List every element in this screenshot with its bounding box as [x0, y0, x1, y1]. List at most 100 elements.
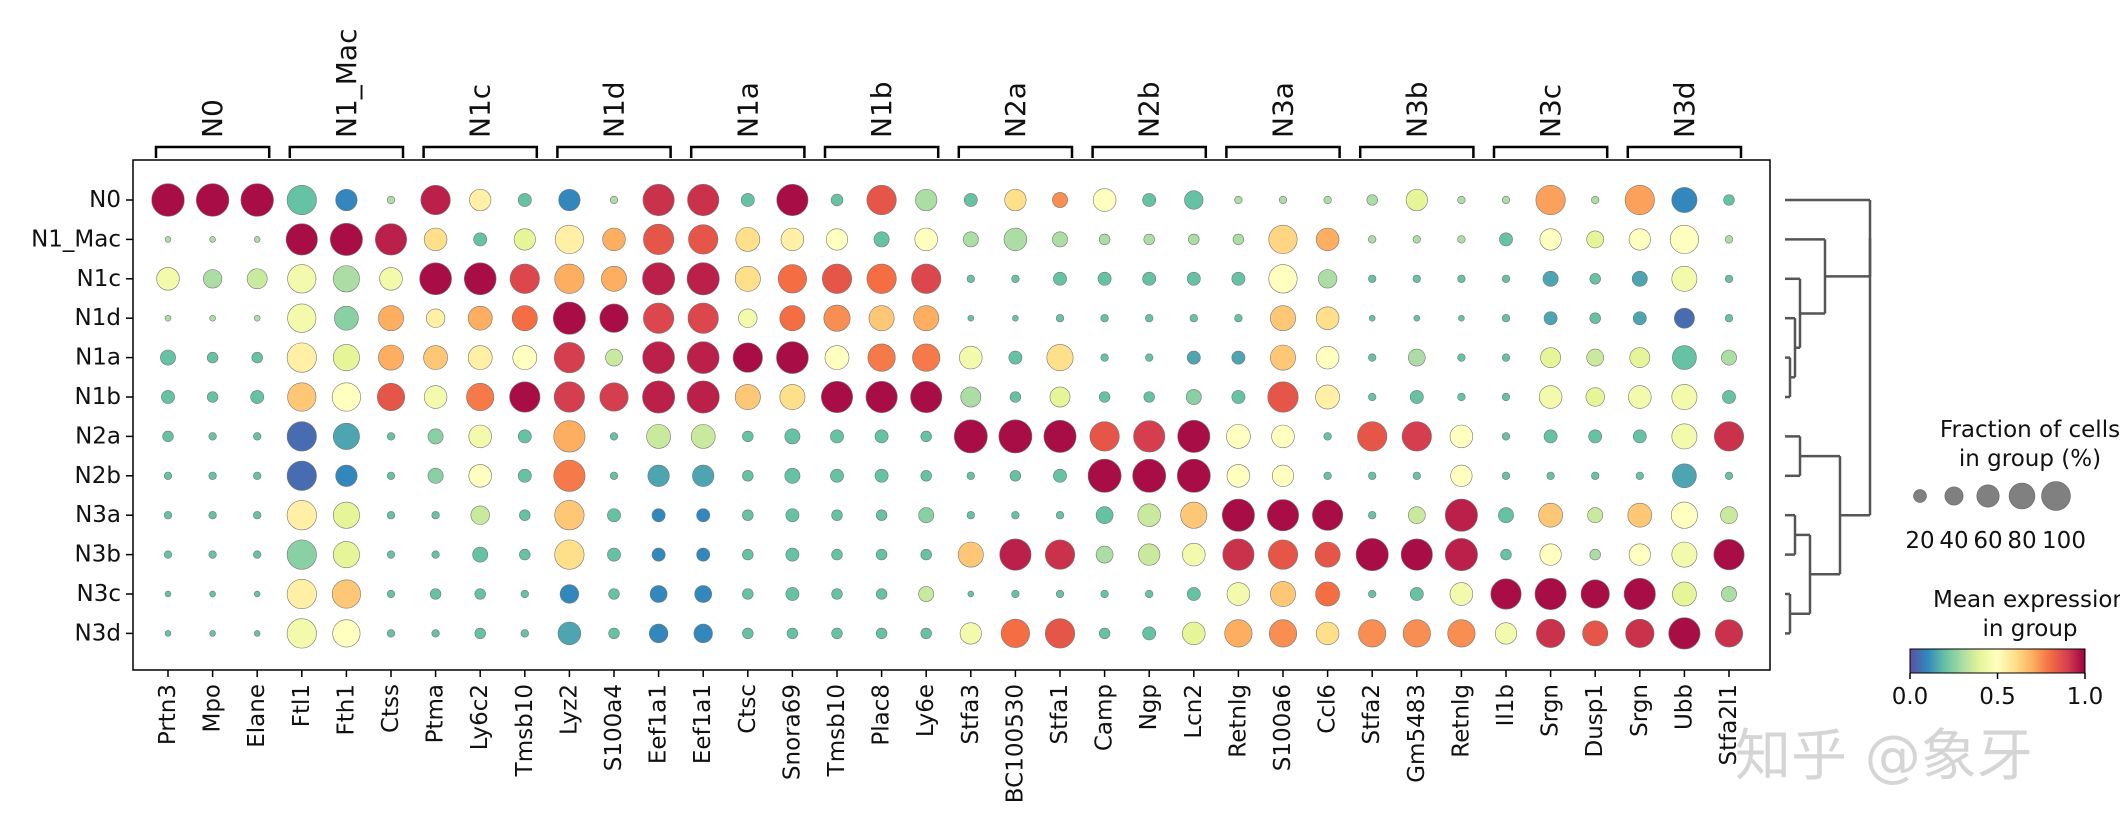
- dot: [1632, 311, 1647, 326]
- gene-label: Ctss: [378, 684, 404, 733]
- dot: [1049, 386, 1071, 408]
- group-label: N3d: [1668, 81, 1701, 138]
- gene-labels: Prtn3 Mpo Elane Ftl1 Fth1 Ctss Ptma Ly6c2 Tmsb10…: [155, 670, 1742, 803]
- dot: [470, 505, 490, 525]
- gene-label: Srgn: [1538, 684, 1564, 737]
- dot: [466, 382, 495, 412]
- dot: [1315, 581, 1340, 607]
- dot: [1052, 231, 1068, 248]
- dot: [519, 548, 531, 561]
- dot: [1176, 458, 1211, 493]
- row-label: N1a: [75, 345, 121, 371]
- dot: [967, 590, 975, 598]
- dot: [1232, 233, 1245, 246]
- dot: [209, 236, 216, 243]
- group-label: N0: [196, 99, 229, 138]
- dot: [1315, 345, 1340, 370]
- dot: [1628, 385, 1652, 409]
- size-legend-dot: [1944, 486, 1964, 506]
- gene-label: Snora69: [779, 684, 805, 780]
- dot: [469, 188, 492, 212]
- dot: [1628, 543, 1651, 566]
- dot: [1312, 499, 1344, 531]
- dot: [1498, 507, 1514, 524]
- dot: [160, 349, 176, 366]
- dot: [554, 263, 585, 294]
- dot: [1586, 230, 1604, 249]
- dot: [1720, 506, 1738, 525]
- row-label: N3c: [77, 581, 121, 607]
- dot: [1011, 274, 1020, 283]
- dot: [1627, 502, 1653, 528]
- dot: [1177, 419, 1211, 453]
- dot: [1490, 578, 1522, 610]
- dot: [1368, 511, 1377, 520]
- dot: [735, 227, 761, 252]
- gene-label: Mpo: [200, 684, 226, 733]
- dot: [468, 424, 492, 449]
- dot: [643, 302, 675, 334]
- dot: [431, 511, 440, 520]
- dot: [690, 424, 716, 449]
- dot: [559, 584, 580, 604]
- dot: [1009, 470, 1022, 482]
- dot: [1501, 471, 1511, 480]
- gene-label: S100a6: [1270, 684, 1296, 771]
- dot: [607, 547, 621, 562]
- dot: [1457, 195, 1466, 205]
- dot: [332, 541, 360, 569]
- dot: [1186, 587, 1201, 601]
- dot: [206, 351, 219, 364]
- dot: [1538, 385, 1563, 409]
- dot: [742, 548, 754, 561]
- dot: [742, 470, 754, 482]
- dot: [643, 223, 675, 255]
- gene-label: Lcn2: [1181, 684, 1207, 739]
- group-labels: N0 N1_Mac N1c N1d N1a N1b N2a N2b N3a N3b N3c N3d: [196, 29, 1701, 138]
- gene-label: Ly6e: [913, 684, 939, 737]
- dot: [609, 432, 619, 441]
- dot: [1589, 312, 1601, 324]
- dot: [512, 345, 538, 370]
- dot: [875, 509, 888, 521]
- dot: [1713, 539, 1745, 571]
- dot: [1402, 619, 1431, 648]
- dot: [1632, 429, 1647, 444]
- dot: [1412, 274, 1421, 283]
- dot: [825, 228, 849, 251]
- dot: [332, 265, 360, 293]
- dot: [1671, 423, 1698, 450]
- dot: [1412, 235, 1421, 244]
- dot: [1591, 471, 1600, 480]
- dots-layer: [151, 183, 1745, 650]
- dot: [1501, 274, 1511, 283]
- dot: [1724, 314, 1734, 323]
- row-label: N2a: [75, 423, 121, 449]
- dot: [287, 264, 317, 294]
- dot: [1145, 589, 1154, 599]
- dot: [1635, 471, 1644, 480]
- dot: [202, 269, 223, 289]
- dot: [1624, 184, 1655, 216]
- dot: [1674, 307, 1695, 329]
- dot: [1098, 233, 1111, 246]
- dot: [431, 629, 440, 638]
- dot: [468, 464, 492, 488]
- dot: [208, 550, 217, 559]
- dot: [609, 471, 619, 480]
- dot: [821, 263, 853, 294]
- dot: [830, 468, 844, 483]
- gene-label: Gm5483: [1404, 684, 1430, 783]
- dot: [1267, 381, 1299, 413]
- dot: [1494, 622, 1518, 645]
- dot: [195, 183, 230, 217]
- group-bracket: [1358, 145, 1475, 158]
- dot: [607, 508, 621, 523]
- dot: [519, 509, 531, 521]
- dot: [779, 384, 806, 410]
- gene-label: Fth1: [333, 684, 359, 735]
- dot: [742, 509, 754, 521]
- dot: [425, 308, 446, 328]
- gene-label: Plac8: [869, 684, 895, 746]
- dot: [517, 193, 532, 207]
